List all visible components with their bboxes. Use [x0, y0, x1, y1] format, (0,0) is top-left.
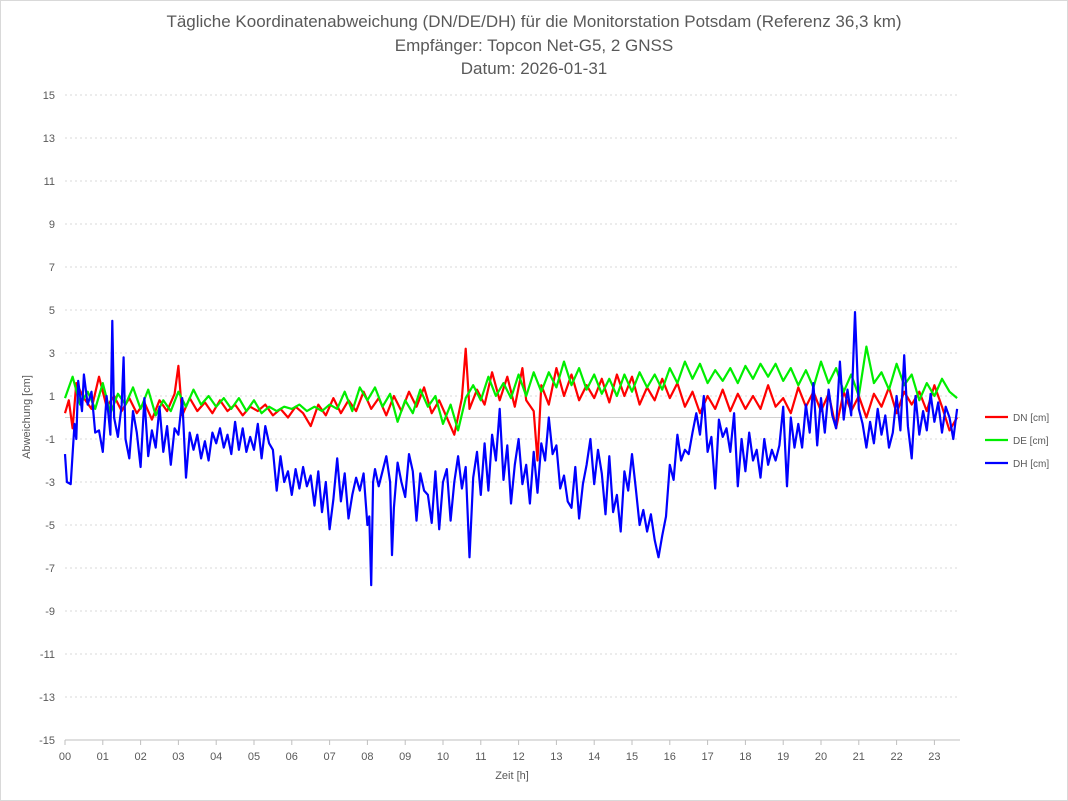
x-tick-label: 05 — [248, 751, 260, 763]
y-tick-label: 7 — [49, 262, 55, 274]
x-axis-ticks: 00 01 02 03 04 05 06 07 08 09 10 11 12 13 14 15 16 17 18 19… — [59, 740, 941, 763]
legend-label: DH [cm] — [1013, 459, 1049, 470]
x-tick-label: 19 — [777, 751, 789, 763]
y-tick-label: -5 — [45, 520, 55, 532]
x-tick-label: 02 — [134, 751, 146, 763]
x-tick-label: 01 — [97, 751, 109, 763]
x-tick-label: 12 — [512, 751, 524, 763]
x-tick-label: 16 — [664, 751, 676, 763]
x-tick-label: 10 — [437, 751, 449, 763]
y-tick-label: 3 — [49, 348, 55, 360]
y-tick-label: -15 — [39, 735, 55, 747]
x-tick-label: 17 — [701, 751, 713, 763]
legend: DN [cm] DE [cm] DH [cm] — [985, 413, 1049, 470]
series-line-dn — [63, 347, 959, 462]
x-tick-label: 06 — [286, 751, 298, 763]
y-tick-label: 15 — [43, 90, 55, 102]
chart-title-line-2: Empfänger: Topcon Net-G5, 2 GNSS — [394, 36, 674, 55]
x-tick-label: 00 — [59, 751, 71, 763]
x-tick-label: 15 — [626, 751, 638, 763]
x-tick-label: 22 — [890, 751, 902, 763]
x-tick-label: 23 — [928, 751, 940, 763]
y-tick-label: 1 — [49, 391, 55, 403]
y-tick-label: 13 — [43, 133, 55, 145]
legend-label: DE [cm] — [1013, 436, 1049, 447]
x-tick-label: 04 — [210, 751, 222, 763]
x-tick-label: 21 — [853, 751, 865, 763]
series-layer — [63, 311, 959, 587]
y-axis-ticks: 15 13 11 9 7 5 3 1 -1 -3 -5 -7 -9 -11 -13 -15 — [39, 90, 55, 747]
y-tick-label: -3 — [45, 477, 55, 489]
y-tick-label: -9 — [45, 606, 55, 618]
x-tick-label: 11 — [475, 751, 486, 763]
series-line-dh — [63, 311, 959, 587]
y-tick-label: -13 — [39, 692, 55, 704]
series-line-de — [63, 345, 958, 432]
y-tick-label: -7 — [45, 563, 55, 575]
x-tick-label: 18 — [739, 751, 751, 763]
x-tick-label: 03 — [172, 751, 184, 763]
y-tick-label: -11 — [40, 649, 55, 661]
x-tick-label: 20 — [815, 751, 827, 763]
x-axis-title: Zeit [h] — [495, 770, 529, 782]
chart-title-line-3: Datum: 2026-01-31 — [460, 59, 608, 78]
y-tick-label: 11 — [44, 176, 55, 188]
y-tick-label: 9 — [49, 219, 55, 231]
y-tick-label: 5 — [49, 305, 55, 317]
x-tick-label: 07 — [323, 751, 335, 763]
x-tick-label: 08 — [361, 751, 373, 763]
x-tick-label: 14 — [588, 751, 600, 763]
y-tick-label: -1 — [45, 434, 55, 446]
x-tick-label: 13 — [550, 751, 562, 763]
y-axis-title: Abweichung [cm] — [21, 375, 33, 459]
chart-title-line-1: Tägliche Koordinatenabweichung (DN/DE/DH… — [166, 12, 902, 31]
x-tick-label: 09 — [399, 751, 411, 763]
legend-label: DN [cm] — [1013, 413, 1049, 424]
